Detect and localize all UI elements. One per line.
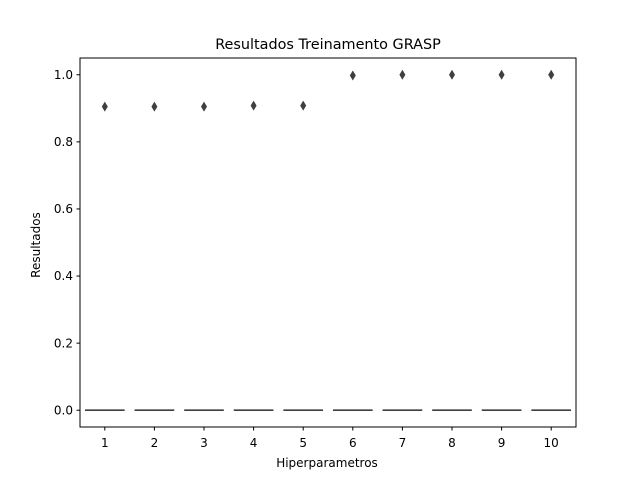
chart-title: Resultados Treinamento GRASP <box>215 37 441 53</box>
outlier-point <box>349 70 356 81</box>
plot-area <box>84 69 572 412</box>
x-axis-label: Hiperparametros <box>276 456 378 470</box>
plot-frame <box>79 57 577 428</box>
x-tick-label: 8 <box>448 436 456 450</box>
outlier-point <box>101 101 108 112</box>
y-tick-label: 0.6 <box>54 202 73 216</box>
x-tick-label: 4 <box>250 436 258 450</box>
outlier-point <box>399 69 406 80</box>
x-tick-label: 6 <box>349 436 357 450</box>
x-tick-label: 3 <box>200 436 208 450</box>
outlier-point <box>548 69 555 80</box>
y-axis: 0.0 0.2 0.4 0.6 0.8 1.0 <box>54 68 80 417</box>
x-axis: 1 2 3 4 5 6 7 8 9 10 <box>101 427 559 450</box>
y-tick-label: 0.8 <box>54 135 73 149</box>
y-axis-label: Resultados <box>29 212 43 278</box>
outlier-point <box>250 100 257 111</box>
outlier-point <box>201 101 207 112</box>
outlier-point <box>498 69 505 80</box>
x-tick-label: 5 <box>299 436 307 450</box>
outlier-point <box>449 69 455 80</box>
x-tick-label: 9 <box>498 436 506 450</box>
x-tick-label: 10 <box>544 436 559 450</box>
outlier-point <box>300 100 307 111</box>
x-tick-label: 1 <box>101 436 109 450</box>
outlier-point <box>151 101 158 112</box>
y-tick-label: 0.4 <box>54 269 73 283</box>
x-tick-label: 2 <box>151 436 159 450</box>
y-tick-label: 0.2 <box>54 336 73 350</box>
y-tick-label: 0.0 <box>54 403 73 417</box>
x-tick-label: 7 <box>399 436 407 450</box>
y-tick-label: 1.0 <box>54 68 73 82</box>
